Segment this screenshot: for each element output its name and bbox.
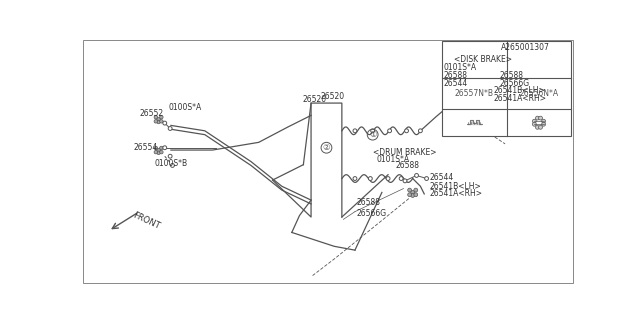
Text: 26541B<LH>: 26541B<LH>: [429, 182, 481, 191]
Text: 0101S*A: 0101S*A: [444, 63, 477, 72]
Circle shape: [157, 148, 161, 152]
Circle shape: [353, 177, 357, 180]
Text: 26566G: 26566G: [500, 78, 530, 88]
Circle shape: [445, 96, 449, 100]
Circle shape: [408, 188, 412, 192]
Text: 26552: 26552: [140, 108, 163, 117]
Circle shape: [157, 120, 161, 124]
Circle shape: [154, 150, 157, 154]
Circle shape: [424, 177, 429, 180]
Circle shape: [507, 107, 511, 111]
Circle shape: [465, 88, 468, 92]
Text: 26520: 26520: [303, 95, 327, 105]
Circle shape: [159, 150, 163, 154]
Circle shape: [159, 116, 163, 119]
Text: ②: ②: [323, 143, 330, 152]
Text: 26541A<RH>: 26541A<RH>: [493, 94, 547, 103]
Circle shape: [163, 146, 166, 150]
Circle shape: [369, 177, 372, 180]
Text: 26541A<RH>: 26541A<RH>: [429, 189, 483, 198]
Circle shape: [154, 146, 157, 150]
Circle shape: [353, 129, 357, 133]
Circle shape: [454, 94, 458, 98]
Circle shape: [159, 146, 163, 150]
Circle shape: [170, 164, 174, 167]
Text: 0101S*A: 0101S*A: [376, 155, 410, 164]
Circle shape: [414, 193, 418, 196]
Text: 26541B<LH>: 26541B<LH>: [493, 86, 545, 95]
Text: 26588: 26588: [500, 71, 524, 80]
Circle shape: [157, 117, 161, 121]
Text: 26544: 26544: [444, 78, 468, 88]
Circle shape: [403, 179, 407, 183]
Text: FRONT: FRONT: [132, 211, 161, 231]
Circle shape: [460, 90, 464, 93]
Circle shape: [541, 119, 545, 123]
Circle shape: [154, 120, 157, 123]
Circle shape: [404, 129, 408, 133]
Circle shape: [453, 86, 457, 90]
Circle shape: [457, 95, 461, 99]
Text: 0100S*B: 0100S*B: [155, 159, 188, 168]
Text: 26588: 26588: [356, 198, 381, 207]
Circle shape: [472, 92, 476, 96]
Text: 26557N*B: 26557N*B: [455, 89, 494, 98]
Text: 26544: 26544: [429, 172, 454, 181]
Circle shape: [511, 114, 515, 117]
Circle shape: [399, 177, 403, 180]
Circle shape: [476, 101, 480, 105]
Circle shape: [168, 154, 172, 158]
Text: A265001307: A265001307: [501, 43, 550, 52]
Text: 26520: 26520: [320, 92, 344, 101]
Circle shape: [157, 151, 161, 155]
Text: ②: ②: [535, 55, 543, 64]
Circle shape: [371, 129, 374, 133]
Circle shape: [536, 125, 540, 129]
Polygon shape: [467, 120, 482, 124]
Circle shape: [539, 125, 543, 129]
Circle shape: [457, 92, 461, 96]
Circle shape: [541, 122, 545, 126]
Circle shape: [460, 94, 464, 98]
Circle shape: [419, 129, 422, 133]
Circle shape: [154, 116, 157, 119]
Circle shape: [411, 194, 415, 197]
Text: 26588: 26588: [444, 71, 467, 80]
Text: ①: ①: [470, 55, 478, 64]
Circle shape: [388, 129, 392, 133]
Circle shape: [536, 116, 540, 120]
Circle shape: [415, 173, 419, 177]
Text: 26588: 26588: [396, 161, 420, 170]
Text: 26566G: 26566G: [356, 209, 387, 218]
Text: 26556N*A: 26556N*A: [520, 89, 559, 98]
Circle shape: [386, 177, 390, 180]
Text: <DRUM BRAKE>: <DRUM BRAKE>: [372, 148, 436, 157]
Text: ①: ①: [369, 130, 376, 139]
Circle shape: [168, 127, 172, 131]
Bar: [442, 41, 572, 136]
Text: 26554: 26554: [134, 143, 158, 152]
Circle shape: [532, 119, 536, 123]
Circle shape: [539, 116, 543, 120]
Circle shape: [454, 90, 458, 93]
Circle shape: [532, 122, 536, 126]
Circle shape: [414, 188, 418, 192]
Text: <DISK BRAKE>: <DISK BRAKE>: [454, 55, 511, 64]
Circle shape: [408, 193, 412, 196]
Text: 0100S*A: 0100S*A: [168, 103, 202, 112]
Circle shape: [411, 190, 415, 194]
Circle shape: [159, 120, 163, 123]
Circle shape: [163, 121, 166, 125]
